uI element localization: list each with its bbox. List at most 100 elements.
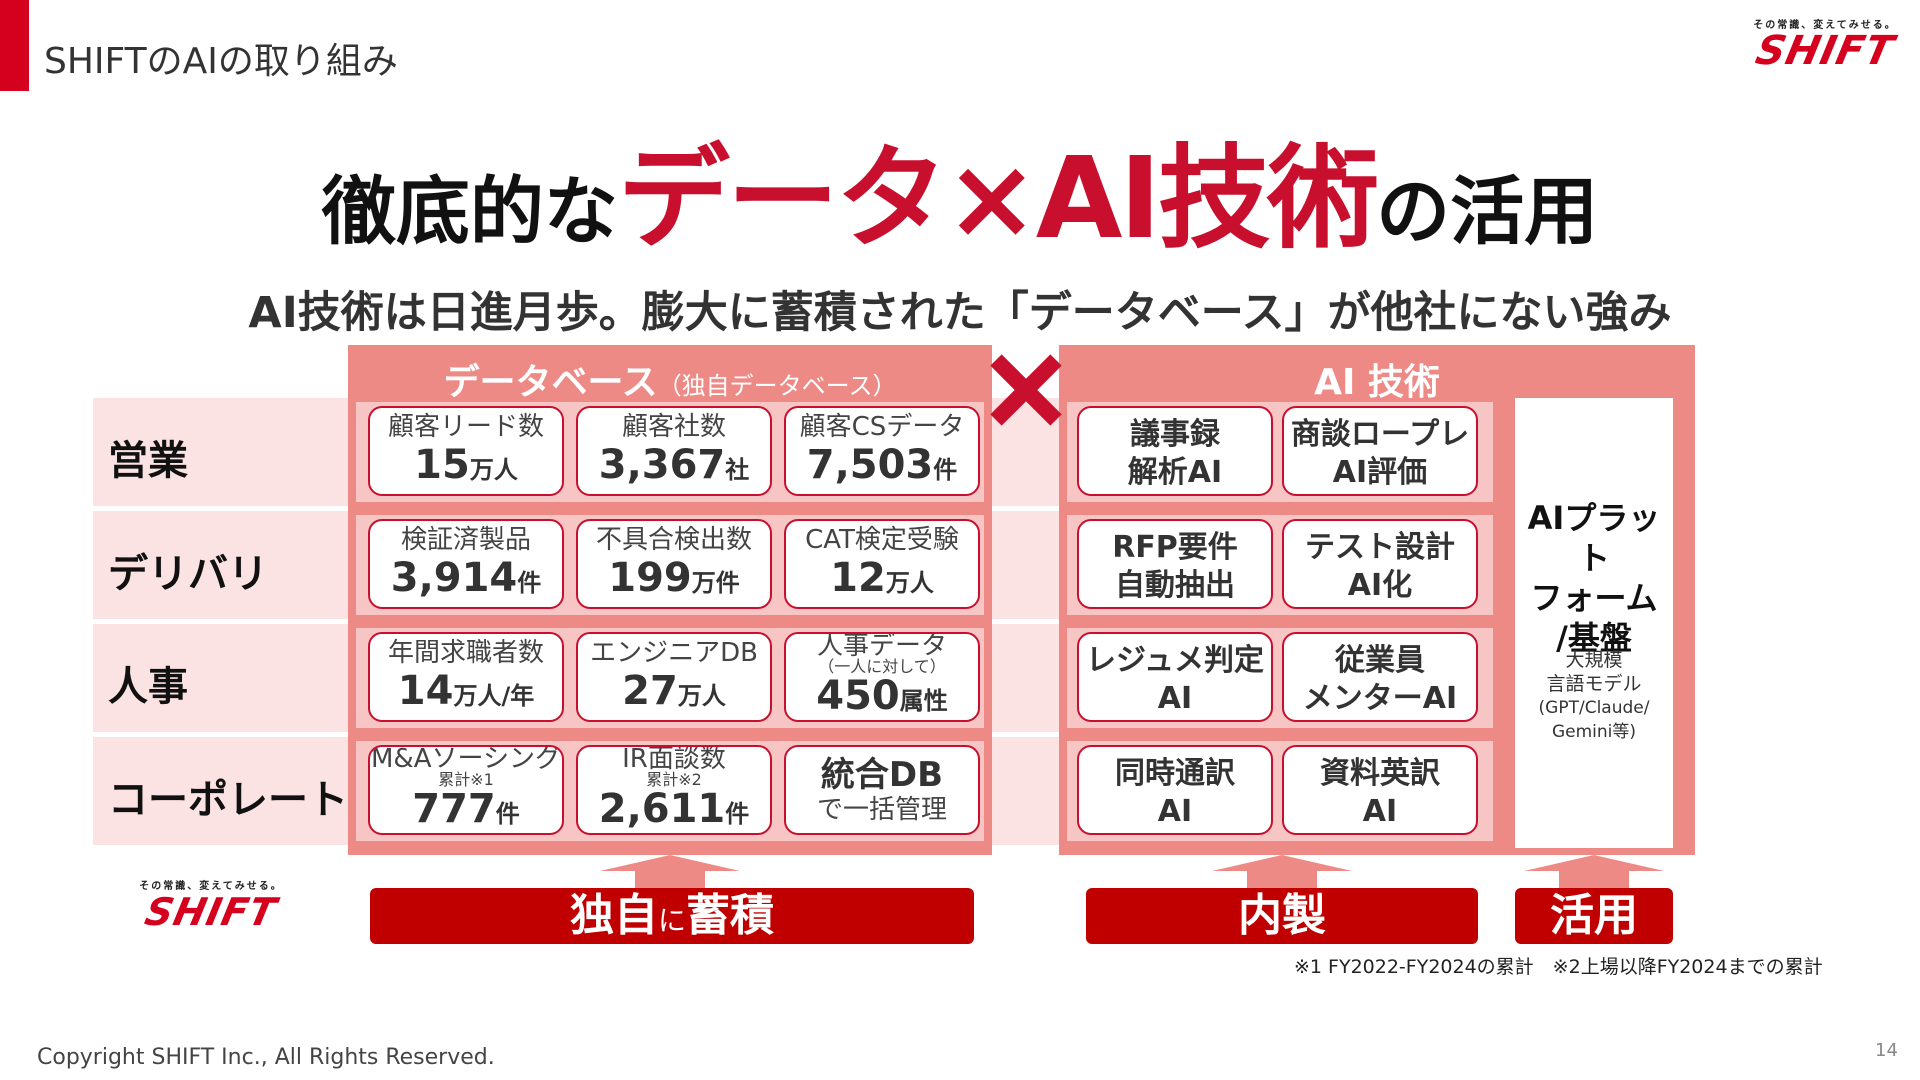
- row-label: デリバリ: [108, 551, 268, 597]
- card-label: 不具合検出数: [595, 525, 752, 555]
- ai-feature-line: AI評価: [1332, 455, 1428, 490]
- ai-feature-card: 同時通訳 AI: [1077, 745, 1273, 835]
- card-unit: 万人/年: [453, 682, 535, 710]
- arrow-up-icon: [1524, 855, 1664, 891]
- main-title: 徹底的なデータ×AI技術の活用: [0, 108, 1920, 270]
- database-heading-text: データベース: [443, 362, 658, 403]
- copyright: Copyright SHIFT Inc., All Rights Reserve…: [37, 1045, 495, 1070]
- title-part-3: の活用: [1376, 169, 1599, 255]
- ai-feature-card: テスト設計 AI化: [1282, 519, 1478, 609]
- banner-utilize: 活用: [1515, 888, 1673, 944]
- ai-feature-line: 従業員: [1335, 643, 1425, 678]
- card-value: 199万件: [578, 555, 770, 607]
- title-part-2: データ×AI技術: [617, 134, 1379, 264]
- ai-feature-line: RFP要件: [1112, 530, 1238, 565]
- card-unit: 社: [725, 456, 750, 484]
- data-card: 人事データ （一人に対して） 450属性: [784, 632, 980, 722]
- ai-feature-card: 商談ロープレ AI評価: [1282, 406, 1478, 496]
- card-label: IR面談数: [622, 745, 726, 774]
- card-unit: 件: [725, 800, 750, 828]
- card-unit: 件: [517, 569, 542, 597]
- card-label: CAT検定受験: [805, 525, 959, 555]
- ai-feature-card: 従業員 メンターAI: [1282, 632, 1478, 722]
- ai-feature-line: 解析AI: [1127, 455, 1223, 490]
- data-card: 年間求職者数 14万人/年: [368, 632, 564, 722]
- data-card: CAT検定受験 12万人: [784, 519, 980, 609]
- card-value: 7,503件: [786, 442, 978, 494]
- card-unit: 万件: [691, 569, 740, 597]
- platform-description: 大規模 言語モデル (GPT/Claude/ Gemini等): [1515, 648, 1673, 744]
- platform-desc-line-4: Gemini等): [1551, 722, 1637, 742]
- title-part-1: 徹底的な: [321, 169, 618, 255]
- arrow-up-icon: [1212, 855, 1352, 891]
- data-card: 不具合検出数 199万件: [576, 519, 772, 609]
- card-note: （一人に対して）: [818, 657, 946, 676]
- ai-platform-box: AIプラット フォーム /基盤 大規模 言語モデル (GPT/Claude/ G…: [1515, 398, 1673, 848]
- ai-feature-line: メンターAI: [1302, 681, 1458, 716]
- card-label: 顧客社数: [621, 412, 726, 442]
- logo-wordmark: SHIFT: [141, 890, 281, 934]
- card-number: 2,611: [598, 786, 726, 832]
- ai-feature-line: テスト設計: [1305, 530, 1455, 565]
- ai-feature-line: レジュメ判定: [1086, 643, 1264, 678]
- card-subtitle: で一括管理: [816, 795, 947, 825]
- card-number: 3,914: [390, 555, 518, 601]
- platform-title: AIプラット フォーム /基盤: [1515, 498, 1673, 658]
- section-title: SHIFTのAIの取り組み: [44, 41, 398, 82]
- card-value: 3,914件: [370, 555, 562, 607]
- banner-accumulate-part-3: 蓄積: [686, 890, 774, 941]
- card-unit: 件: [495, 800, 520, 828]
- header-accent-bar: [0, 0, 29, 91]
- card-value: 15万人: [370, 442, 562, 494]
- platform-title-line-1: AIプラット: [1527, 499, 1661, 577]
- card-number: 450: [816, 673, 900, 719]
- card-unit: 万人: [885, 569, 934, 597]
- platform-title-line-3: /基盤: [1556, 619, 1632, 657]
- data-card: 顧客リード数 15万人: [368, 406, 564, 496]
- platform-desc-line-1: 大規模: [1565, 649, 1623, 671]
- data-card: エンジニアDB 27万人: [576, 632, 772, 722]
- shift-logo: その常識、変えてみせる。 SHIFT: [1735, 16, 1915, 74]
- ai-feature-line: 自動抽出: [1115, 568, 1235, 603]
- row-label-band: [93, 511, 348, 619]
- card-number: 3,367: [598, 442, 726, 488]
- data-card: 検証済製品 3,914件: [368, 519, 564, 609]
- ai-feature-card: 議事録 解析AI: [1077, 406, 1273, 496]
- card-value: 2,611件: [578, 786, 770, 833]
- ai-feature-line: 商談ロープレ: [1290, 417, 1470, 452]
- logo-tagline: その常識、変えてみせる。: [139, 881, 283, 892]
- card-label: 顧客CSデータ: [799, 412, 965, 442]
- card-note: 累計※2: [646, 770, 702, 789]
- row-gap-band: [992, 511, 1059, 619]
- platform-desc-line-3: (GPT/Claude/: [1538, 698, 1650, 718]
- data-card: 顧客CSデータ 7,503件: [784, 406, 980, 496]
- ai-feature-card: 資料英訳 AI: [1282, 745, 1478, 835]
- platform-desc-line-2: 言語モデル: [1546, 673, 1642, 695]
- ai-feature-line: AI: [1157, 681, 1193, 716]
- card-label: 検証済製品: [400, 525, 531, 555]
- page-number: 14: [1875, 1040, 1898, 1061]
- row-label: 営業: [108, 438, 188, 484]
- multiply-cross-icon: [990, 354, 1062, 426]
- card-label: 年間求職者数: [387, 638, 544, 668]
- card-number: 777: [412, 786, 496, 832]
- platform-title-line-2: フォーム: [1530, 579, 1658, 617]
- card-note: 累計※1: [438, 770, 494, 789]
- ai-feature-line: 同時通訳: [1115, 756, 1235, 791]
- card-value: 27万人: [578, 668, 770, 720]
- card-title: 統合DB: [820, 755, 944, 795]
- card-value: 450属性: [786, 673, 978, 720]
- row-gap-band: [992, 737, 1059, 845]
- card-value: 777件: [370, 786, 562, 833]
- card-label: 顧客リード数: [387, 412, 544, 442]
- row-label: 人事: [108, 664, 188, 710]
- ai-feature-line: 資料英訳: [1320, 756, 1440, 791]
- card-label: 人事データ: [816, 632, 947, 661]
- row-label: コーポレート: [108, 777, 348, 823]
- row-label-band: [93, 398, 348, 506]
- subtitle: AI技術は日進月歩。膨大に蓄積された「データベース」が他社にない強み: [248, 288, 1672, 338]
- ai-feature-line: AI: [1157, 794, 1193, 829]
- data-card: 顧客社数 3,367社: [576, 406, 772, 496]
- card-label: M&Aソーシング: [371, 745, 561, 774]
- card-unit: 件: [933, 456, 958, 484]
